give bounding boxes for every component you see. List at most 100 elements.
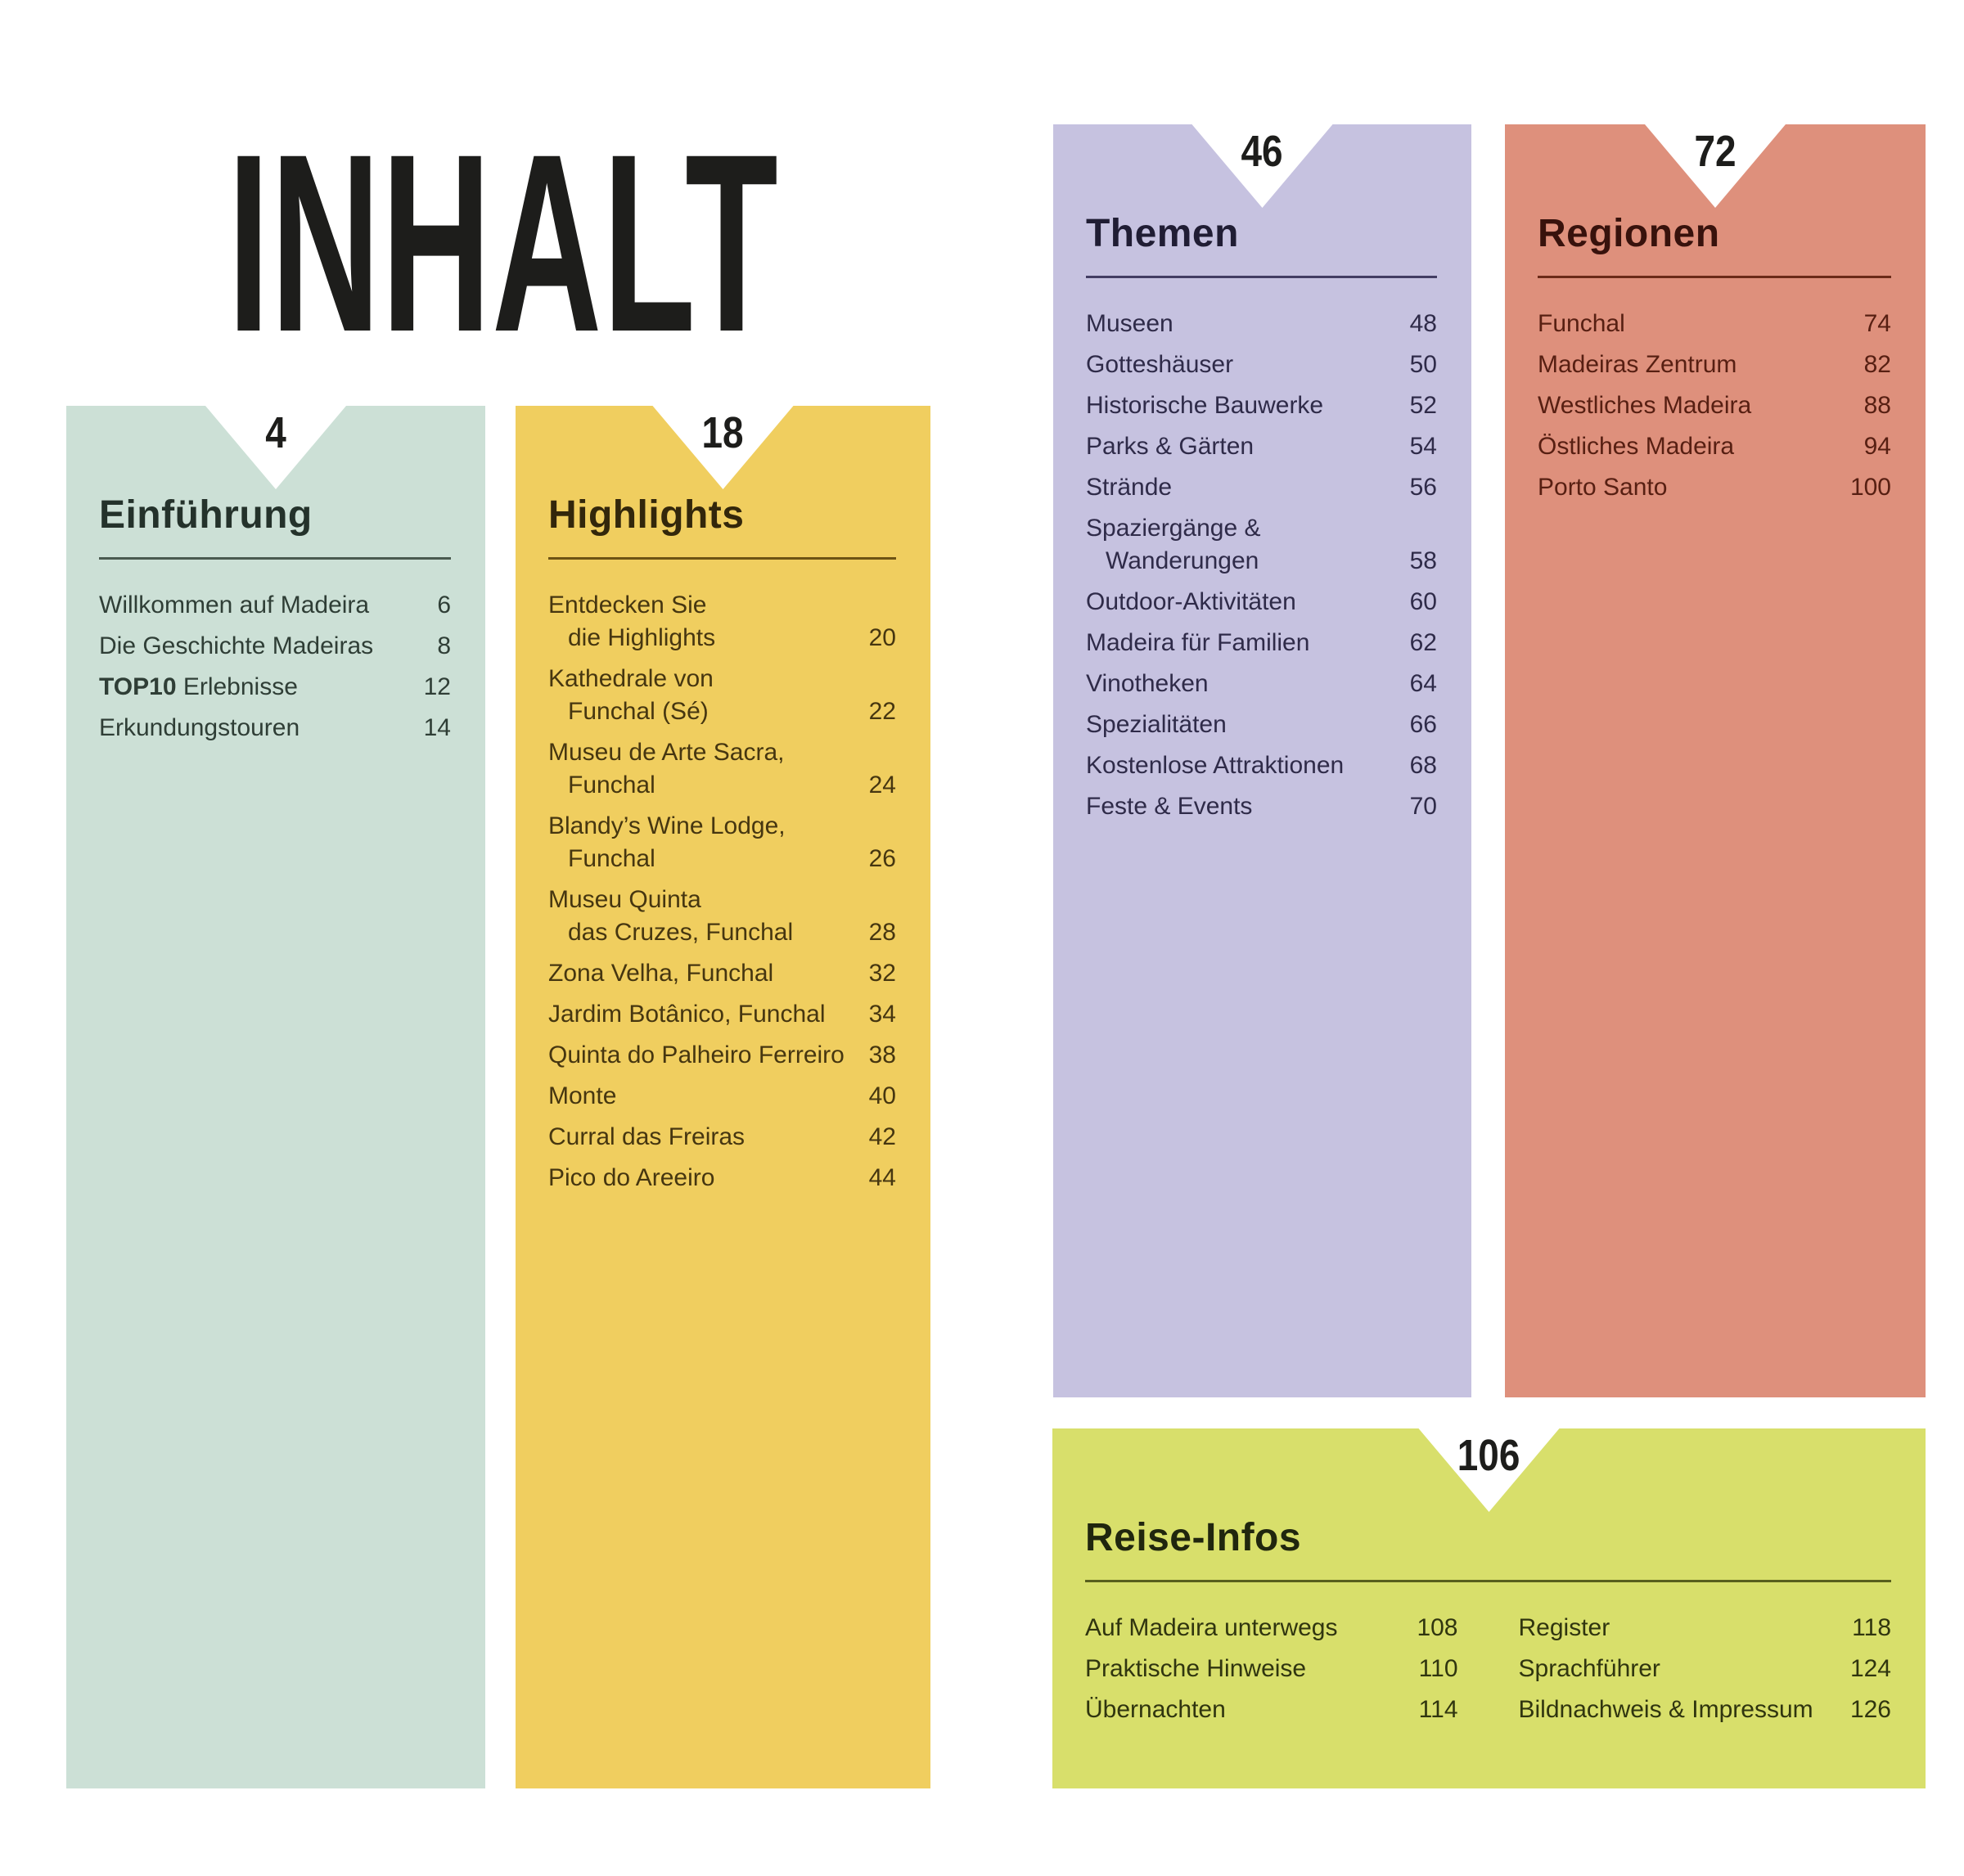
toc-item-page: 42 bbox=[868, 1122, 896, 1150]
toc-item: Madeira für Familien 62 bbox=[1086, 627, 1437, 659]
toc-list: Entdecken Sie die Highlights 20 Kathedrale … bbox=[548, 589, 896, 1194]
toc-item-label: Auf Madeira unterwegs bbox=[1085, 1613, 1338, 1641]
toc-item-page: 108 bbox=[1417, 1613, 1458, 1641]
toc-item-page: 6 bbox=[437, 591, 451, 619]
toc-item: Outdoor-Aktivitäten 60 bbox=[1086, 586, 1437, 619]
toc-item-label: Östliches Madeira bbox=[1538, 432, 1735, 460]
panel-heading: Themen bbox=[1086, 212, 1239, 255]
toc-item-label: Monte bbox=[548, 1082, 617, 1109]
toc-item-page: 64 bbox=[1409, 669, 1437, 697]
toc-item-label: Pico do Areeiro bbox=[548, 1163, 715, 1191]
toc-item: Historische Bauwerke 52 bbox=[1086, 389, 1437, 422]
toc-item-page: 34 bbox=[868, 1000, 896, 1028]
toc-item-label: Zona Velha, Funchal bbox=[548, 959, 774, 987]
toc-item: Funchal 74 bbox=[1538, 308, 1891, 340]
toc-item-label: Westliches Madeira bbox=[1538, 391, 1752, 419]
toc-item-page: 40 bbox=[868, 1082, 896, 1109]
toc-item: Register 118 bbox=[1519, 1612, 1892, 1644]
panel-content: Highlights Entdecken Sie die Highlights 20… bbox=[516, 406, 930, 1194]
toc-item-page: 52 bbox=[1409, 391, 1437, 419]
panel-page-number: 46 bbox=[1241, 127, 1284, 176]
toc-item: Porto Santo 100 bbox=[1538, 471, 1891, 504]
toc-item-page: 82 bbox=[1863, 350, 1891, 378]
toc-item-label: Quinta do Palheiro Ferreiro bbox=[548, 1041, 845, 1068]
heading-rule bbox=[548, 556, 896, 560]
toc-item: Parks & Gärten 54 bbox=[1086, 430, 1437, 463]
panel-regionen: 72 Regionen Funchal 74 Madeiras Zentrum 82 W… bbox=[1505, 124, 1926, 1397]
toc-item-page: 58 bbox=[1409, 547, 1437, 574]
toc-item-label: Register bbox=[1518, 1613, 1610, 1641]
toc-item: Kathedrale von Funchal (Sé) 22 bbox=[548, 663, 896, 728]
panel-page-number: 4 bbox=[265, 408, 286, 457]
toc-item: Vinotheken 64 bbox=[1086, 668, 1437, 700]
toc-item: TOP10 Erlebnisse 12 bbox=[99, 671, 451, 704]
toc-item-page: 66 bbox=[1409, 710, 1437, 738]
toc-item-page: 68 bbox=[1409, 751, 1437, 779]
toc-item-page: 28 bbox=[868, 918, 896, 946]
toc-item-page: 110 bbox=[1418, 1654, 1458, 1682]
toc-item-page: 56 bbox=[1409, 473, 1437, 501]
toc-item-page: 22 bbox=[868, 697, 896, 725]
toc-item-label: Porto Santo bbox=[1538, 473, 1668, 501]
page-title: INHALT bbox=[227, 101, 1146, 385]
toc-item-page: 20 bbox=[868, 623, 896, 651]
toc-list: Funchal 74 Madeiras Zentrum 82 Westliches Ma… bbox=[1538, 308, 1891, 504]
toc-list: Auf Madeira unterwegs 108 Praktische Hinwe… bbox=[1085, 1612, 1891, 1734]
toc-item-page: 38 bbox=[868, 1041, 896, 1068]
toc-item: Die Geschichte Madeiras 8 bbox=[99, 630, 451, 663]
toc-item: Madeiras Zentrum 82 bbox=[1538, 349, 1891, 381]
toc-item: Quinta do Palheiro Ferreiro 38 bbox=[548, 1039, 896, 1072]
toc-item-page: 70 bbox=[1409, 792, 1437, 820]
toc-item-label: Willkommen auf Madeira bbox=[99, 591, 370, 619]
panel-heading: Highlights bbox=[548, 493, 745, 537]
panel-highlights: 18 Highlights Entdecken Sie die Highlight… bbox=[516, 406, 930, 1788]
toc-item-label: Kathedrale von Funchal (Sé) bbox=[548, 664, 714, 725]
toc-item-label: Jardim Botânico, Funchal bbox=[548, 1000, 826, 1028]
toc-column: Register 118 Sprachführer 124 Bildnachweis &… bbox=[1519, 1612, 1892, 1734]
toc-item-label: Historische Bauwerke bbox=[1086, 391, 1324, 419]
toc-item: Feste & Events 70 bbox=[1086, 790, 1437, 823]
toc-item-label: TOP10 Erlebnisse bbox=[99, 673, 298, 700]
toc-item: Curral das Freiras 42 bbox=[548, 1121, 896, 1154]
toc-item-page: 114 bbox=[1418, 1695, 1458, 1723]
toc-item-page: 48 bbox=[1409, 309, 1437, 337]
toc-item: Kostenlose Attraktionen 68 bbox=[1086, 749, 1437, 782]
toc-item-label: Outdoor-Aktivitäten bbox=[1086, 587, 1296, 615]
toc-item-page: 14 bbox=[423, 713, 451, 741]
toc-item-label: Praktische Hinweise bbox=[1085, 1654, 1307, 1682]
toc-item-page: 94 bbox=[1863, 432, 1891, 460]
panel-heading: Regionen bbox=[1538, 212, 1720, 255]
toc-item-label: Museu Quinta das Cruzes, Funchal bbox=[548, 885, 794, 946]
toc-item-page: 74 bbox=[1863, 309, 1891, 337]
toc-item: Auf Madeira unterwegs 108 bbox=[1085, 1612, 1458, 1644]
toc-item-page: 32 bbox=[868, 959, 896, 987]
toc-item-label: Strände bbox=[1086, 473, 1173, 501]
panel-heading: Einführung bbox=[99, 493, 313, 537]
toc-item: Strände 56 bbox=[1086, 471, 1437, 504]
toc-item-page: 54 bbox=[1409, 432, 1437, 460]
page-title-text: INHALT bbox=[227, 101, 779, 385]
panel-einfuehrung: 4 Einführung Willkommen auf Madeira 6 Die … bbox=[66, 406, 485, 1788]
heading-rule bbox=[1085, 1579, 1891, 1582]
toc-item-label: Blandy’s Wine Lodge, Funchal bbox=[548, 812, 786, 872]
toc-item: Museen 48 bbox=[1086, 308, 1437, 340]
toc-item: Pico do Areeiro 44 bbox=[548, 1162, 896, 1194]
toc-item: Erkundungstouren 14 bbox=[99, 712, 451, 745]
toc-item: Übernachten 114 bbox=[1085, 1694, 1458, 1726]
panel-page-number: 18 bbox=[701, 408, 745, 457]
panel-reise-infos: 106 Reise-Infos Auf Madeira unterwegs 108… bbox=[1052, 1428, 1926, 1788]
panel-page-number: 106 bbox=[1457, 1431, 1520, 1480]
toc-item: Sprachführer 124 bbox=[1519, 1653, 1892, 1685]
toc-item: Entdecken Sie die Highlights 20 bbox=[548, 589, 896, 655]
toc-item-page: 26 bbox=[868, 844, 896, 872]
toc-item: Blandy’s Wine Lodge, Funchal 26 bbox=[548, 810, 896, 875]
toc-item-page: 44 bbox=[868, 1163, 896, 1191]
panel-content: Einführung Willkommen auf Madeira 6 Die Ge… bbox=[66, 406, 485, 745]
panel-heading: Reise-Infos bbox=[1085, 1516, 1302, 1559]
toc-item-label: Spaziergänge & Wanderungen bbox=[1086, 514, 1261, 574]
toc-item-page: 24 bbox=[868, 771, 896, 799]
toc-item: Jardim Botânico, Funchal 34 bbox=[548, 998, 896, 1031]
panel-content: Themen Museen 48 Gotteshäuser 50 Historische… bbox=[1053, 124, 1471, 823]
toc-item-label: Parks & Gärten bbox=[1086, 432, 1255, 460]
